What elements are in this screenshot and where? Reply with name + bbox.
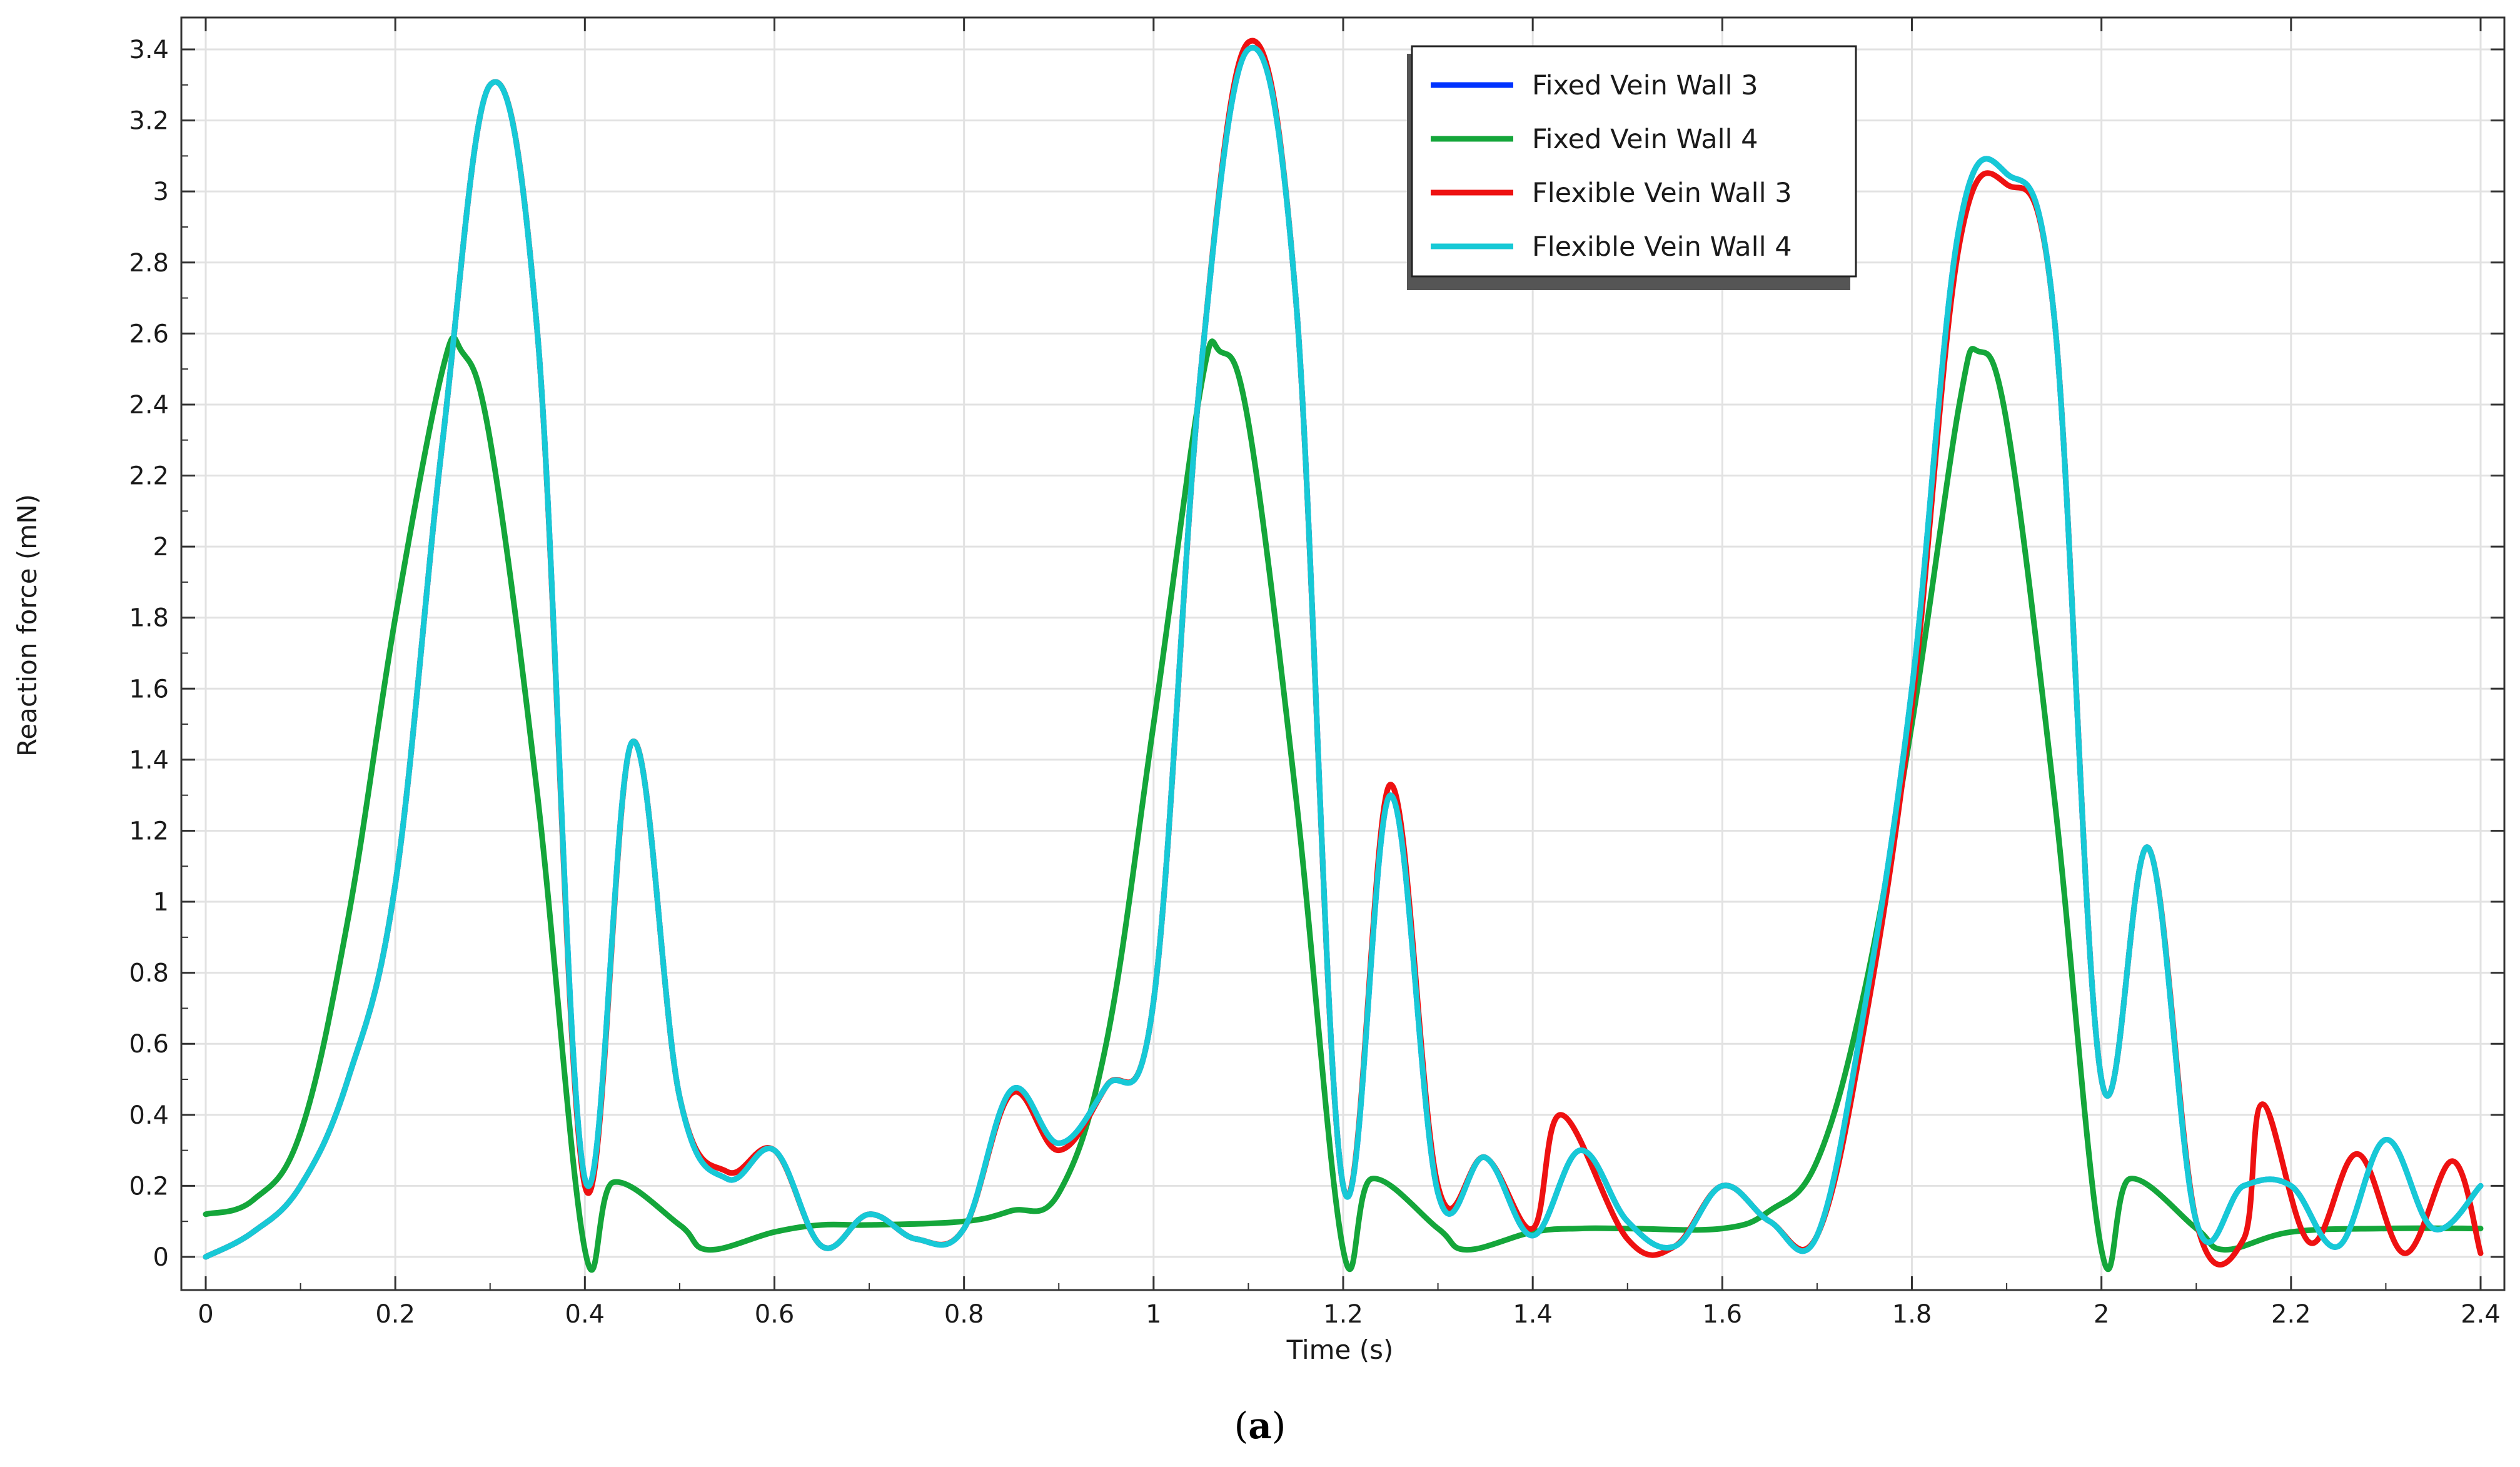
caption-letter: a: [1248, 1404, 1272, 1447]
y-tick-label: 1.2: [129, 817, 169, 845]
y-tick-label: 2.4: [129, 391, 169, 420]
figure-caption: (a): [1234, 1404, 1286, 1447]
y-tick-label: 1.4: [129, 746, 169, 775]
y-tick-label: 1: [153, 888, 169, 917]
x-tick-label: 1: [1146, 1300, 1161, 1329]
x-tick-label: 0.8: [944, 1300, 984, 1329]
x-tick-label: 1.6: [1703, 1300, 1743, 1329]
series-layer: [203, 38, 2484, 1273]
x-tick-label: 0: [198, 1300, 213, 1329]
y-tick-label: 1.6: [129, 675, 169, 703]
caption-close-paren: ): [1272, 1404, 1286, 1447]
y-tick-label: 0: [153, 1243, 169, 1272]
legend-label-flexible-vein-wall-3: Flexible Vein Wall 3: [1532, 178, 1792, 209]
y-tick-label: 2.2: [129, 462, 169, 491]
y-tick-label: 0.6: [129, 1030, 169, 1059]
legend: Fixed Vein Wall 3 Fixed Vein Wall 4 Flexib…: [1407, 45, 1857, 290]
legend-label-flexible-vein-wall-4: Flexible Vein Wall 4: [1532, 231, 1792, 263]
legend-label-fixed-vein-wall-3: Fixed Vein Wall 3: [1532, 70, 1758, 101]
y-tick-label: 2: [153, 533, 169, 562]
legend-items: Fixed Vein Wall 3 Fixed Vein Wall 4 Flexib…: [1431, 70, 1792, 263]
x-tick-label: 2.2: [2271, 1300, 2311, 1329]
x-axis-title: Time (s): [1286, 1334, 1394, 1365]
x-tick-label: 0.4: [565, 1300, 605, 1329]
x-tick-label: 1.2: [1323, 1300, 1363, 1329]
y-tick-label: 1.8: [129, 604, 169, 633]
series-line-flexible-vein-wall-4: [203, 44, 2484, 1260]
x-tick-label: 0.2: [375, 1300, 415, 1329]
y-tick-label: 0.4: [129, 1101, 169, 1130]
caption-open-paren: (: [1234, 1404, 1249, 1447]
legend-label-fixed-vein-wall-4: Fixed Vein Wall 4: [1532, 124, 1758, 155]
x-tick-label: 1.8: [1892, 1300, 1932, 1329]
y-tick-label: 2.6: [129, 320, 169, 348]
x-tick-labels: 0 0.2 0.4 0.6 0.8 1 1.2 1.4 1.6 1.8 2 2.2 2.4: [198, 1300, 2501, 1329]
x-tick-label: 0.6: [755, 1300, 795, 1329]
x-tick-label: 2.4: [2461, 1300, 2501, 1329]
y-axis-title: Reaction force (mN): [12, 494, 43, 757]
x-tick-label: 2: [2094, 1300, 2109, 1329]
y-tick-label: 3: [153, 178, 169, 206]
x-tick-label: 1.4: [1513, 1300, 1553, 1329]
y-tick-label: 0.2: [129, 1172, 169, 1201]
series-line-fixed-vein-wall-4: [203, 335, 2484, 1273]
axis-ticks: [181, 18, 2504, 1290]
y-tick-label: 3.2: [129, 107, 169, 136]
y-tick-labels: 0 0.2 0.4 0.6 0.8 1 1.2 1.4 1.6 1.8 2 2.2 2.4 2.6 2.8 3…: [129, 36, 169, 1272]
y-tick-label: 0.8: [129, 959, 169, 988]
y-tick-label: 2.8: [129, 249, 169, 278]
y-tick-label: 3.4: [129, 36, 169, 64]
